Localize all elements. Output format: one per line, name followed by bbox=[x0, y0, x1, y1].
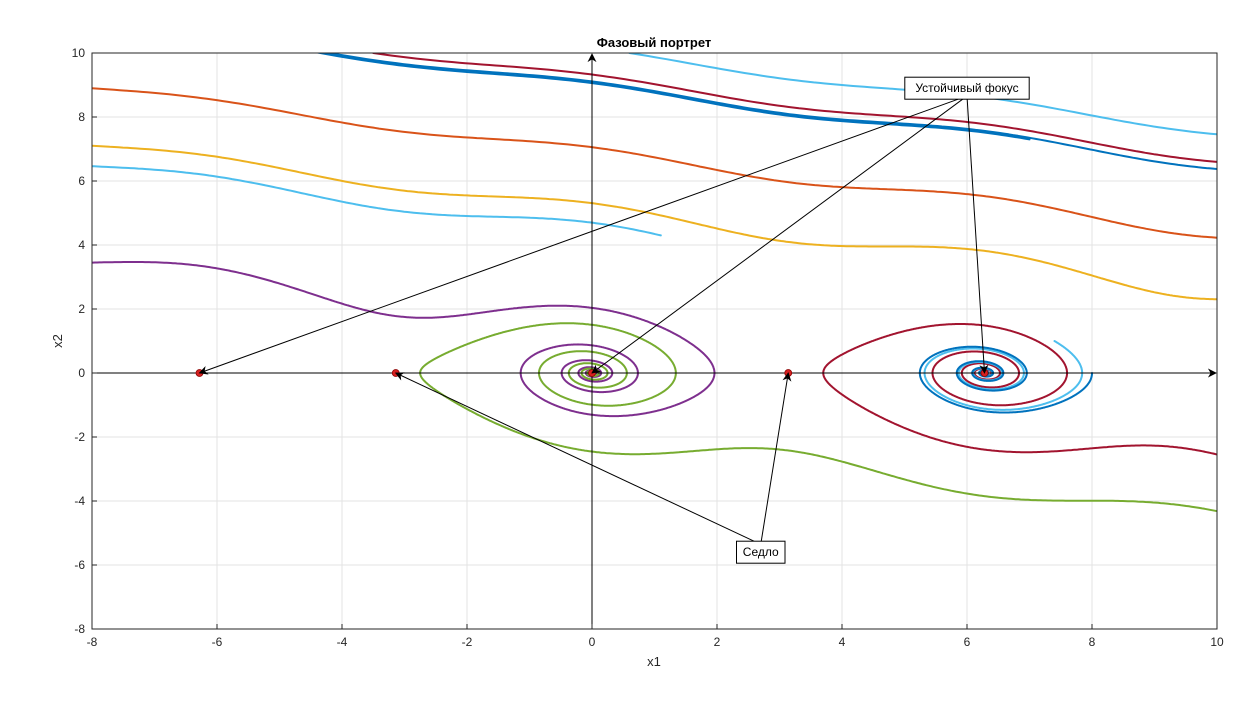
x-tick-label: 6 bbox=[964, 635, 971, 649]
coordinate-axes bbox=[92, 53, 1217, 629]
x-tick-label: 8 bbox=[1089, 635, 1096, 649]
y-tick-label: 10 bbox=[72, 46, 86, 60]
x-tick-label: 10 bbox=[1210, 635, 1224, 649]
y-tick-label: -4 bbox=[74, 494, 85, 508]
trajectory-2 bbox=[92, 144, 1217, 301]
trajectory-8 bbox=[92, 165, 662, 237]
chart-title: Фазовый портрет bbox=[597, 35, 712, 50]
y-tick-label: 6 bbox=[78, 174, 85, 188]
trajectory-5 bbox=[328, 53, 1217, 170]
y-tick-label: -8 bbox=[74, 622, 85, 636]
x-axis-label: x1 bbox=[647, 654, 661, 669]
x-tick-label: -4 bbox=[337, 635, 348, 649]
x-tick-label: 2 bbox=[714, 635, 721, 649]
x-tick-label: 0 bbox=[589, 635, 596, 649]
annotation-box bbox=[904, 76, 1030, 100]
trajectories bbox=[92, 53, 1217, 513]
y-tick-label: 0 bbox=[78, 366, 85, 380]
trajectory-4 bbox=[419, 322, 1217, 513]
y-axis-label: x2 bbox=[50, 334, 65, 348]
trajectory-9 bbox=[314, 53, 1031, 141]
annotations: Устойчивый фокус Седло bbox=[198, 76, 1030, 564]
plot-frame bbox=[91, 52, 1218, 630]
plot-area bbox=[92, 53, 1217, 629]
trajectory-6 bbox=[372, 53, 1217, 163]
y-tick-label: 8 bbox=[78, 110, 85, 124]
x-tick-label: -2 bbox=[462, 635, 473, 649]
x-tick-label: -8 bbox=[87, 635, 98, 649]
y-tick-label: 2 bbox=[78, 302, 85, 316]
y-tick-label: 4 bbox=[78, 238, 85, 252]
trajectory-3 bbox=[92, 261, 716, 418]
annotation-arrow bbox=[966, 99, 989, 374]
trajectory-1 bbox=[92, 87, 1217, 239]
x-tick-label: 4 bbox=[839, 635, 846, 649]
annotation-arrow bbox=[591, 98, 963, 374]
annotation-box bbox=[736, 540, 786, 564]
annotation-arrow bbox=[394, 372, 755, 542]
annotation-arrow bbox=[198, 98, 959, 375]
y-tick-label: -6 bbox=[74, 558, 85, 572]
y-tick-label: -2 bbox=[74, 430, 85, 444]
tick-labels: -8 -6 -4 -2 0 2 4 6 8 10 -8 -6 -4 -2 0 2 4 6 8 10 bbox=[72, 46, 1224, 649]
x-tick-label: -6 bbox=[212, 635, 223, 649]
annotation-arrow bbox=[760, 372, 792, 542]
annotation-text: Устойчивый фокус bbox=[915, 81, 1018, 95]
annotation-text: Седло bbox=[743, 545, 779, 559]
